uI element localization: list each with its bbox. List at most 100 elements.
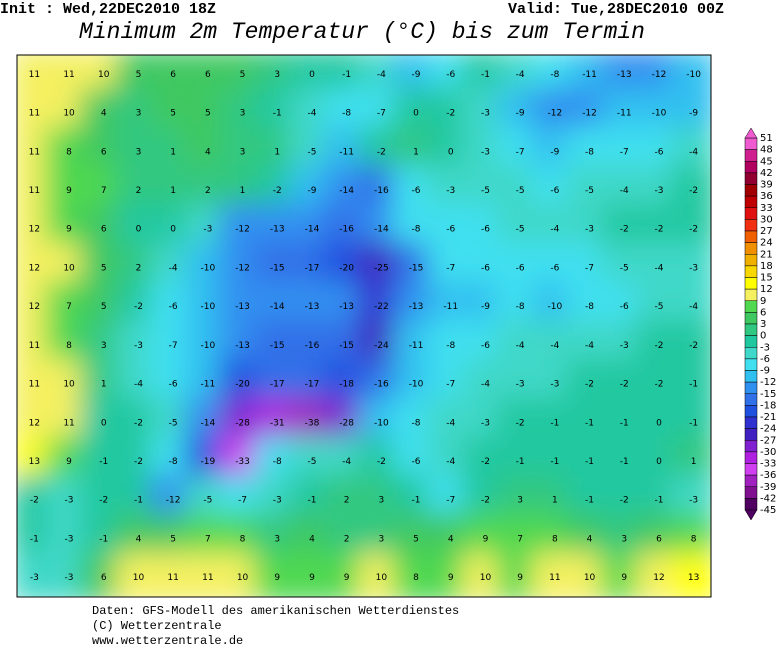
colorbar-box <box>744 254 758 267</box>
temp-value: -1 <box>654 496 663 506</box>
colorbar-box <box>744 161 758 174</box>
temp-value: -2 <box>134 418 143 428</box>
temp-value: 4 <box>309 534 315 544</box>
temp-value: 0 <box>136 225 142 235</box>
temp-value: 5 <box>413 534 419 544</box>
temp-value: 11 <box>29 109 40 119</box>
temp-value: -22 <box>374 302 389 312</box>
temp-value: 5 <box>205 109 211 119</box>
temp-value: -4 <box>342 457 351 467</box>
temp-value: -6 <box>412 457 421 467</box>
temp-value: -6 <box>481 341 490 351</box>
colorbar-label: -9 <box>760 366 770 377</box>
colorbar-label: -36 <box>760 470 776 481</box>
colorbar-box <box>744 486 758 499</box>
temp-value: -2 <box>654 225 663 235</box>
temp-value: -14 <box>305 225 320 235</box>
temp-value: -2 <box>30 496 39 506</box>
temp-value: -2 <box>516 418 525 428</box>
temp-value: 11 <box>29 147 40 157</box>
temp-value: -3 <box>481 418 490 428</box>
temp-value: -1 <box>30 534 39 544</box>
temp-value: -3 <box>620 341 629 351</box>
temp-value: -1 <box>516 457 525 467</box>
temp-value: 3 <box>621 534 627 544</box>
temp-value: -4 <box>446 418 455 428</box>
temp-value: -5 <box>516 186 525 196</box>
temp-value: -3 <box>65 573 74 583</box>
temp-value: 8 <box>413 573 419 583</box>
temp-value: -2 <box>446 109 455 119</box>
temp-value: 4 <box>205 147 211 157</box>
temp-value: -8 <box>446 341 455 351</box>
colorbar-box <box>744 428 758 441</box>
temp-value: -14 <box>200 418 215 428</box>
temp-value: -7 <box>446 380 455 390</box>
colorbar-box <box>744 149 758 162</box>
temp-value: 10 <box>584 573 596 583</box>
temp-value: -8 <box>169 457 178 467</box>
temp-value: 11 <box>202 573 213 583</box>
colorbar-box <box>744 288 758 301</box>
temp-value: -9 <box>516 109 525 119</box>
colorbar-label: 24 <box>760 238 773 249</box>
temp-value: -6 <box>169 302 178 312</box>
temp-value: -14 <box>270 302 285 312</box>
colorbar-label: 21 <box>760 249 773 260</box>
temp-value: 10 <box>376 573 388 583</box>
temp-value: -7 <box>238 496 247 506</box>
colorbar-box <box>744 195 758 208</box>
temp-value: 6 <box>656 534 662 544</box>
temp-value: 10 <box>63 263 75 273</box>
temp-value: 9 <box>517 573 523 583</box>
temp-value: 2 <box>344 496 350 506</box>
map-frame <box>16 54 712 598</box>
temp-value: 12 <box>653 573 664 583</box>
temp-value: -2 <box>689 186 698 196</box>
temp-value: -2 <box>620 496 629 506</box>
colorbar-box <box>744 184 758 197</box>
colorbar-label: -45 <box>760 505 776 516</box>
temp-value: -20 <box>339 263 354 273</box>
temp-value: 13 <box>29 457 40 467</box>
temp-value: -12 <box>235 263 250 273</box>
temp-value: -7 <box>169 341 178 351</box>
temp-value: 5 <box>170 534 176 544</box>
temp-value: 0 <box>656 418 662 428</box>
temp-value: 11 <box>29 186 40 196</box>
temp-value: 0 <box>413 109 419 119</box>
temp-value: -13 <box>617 70 632 80</box>
colorbar-label: 45 <box>760 156 773 167</box>
temperature-field <box>17 55 711 597</box>
footer-source: Daten: GFS-Modell des amerikanischen Wet… <box>92 604 459 618</box>
temp-value: -3 <box>65 534 74 544</box>
colorbar-label: -15 <box>760 389 776 400</box>
temp-value: -2 <box>273 186 282 196</box>
colorbar-label: 0 <box>760 331 766 342</box>
temp-value: 0 <box>448 147 454 157</box>
temp-value: 6 <box>101 225 107 235</box>
map-area: 11 11 10 5 6 6 5 3 0 -1 -4 -9 -6 -1 -4 -8 -1 1 -13 -12 -1 0 11… <box>17 55 711 597</box>
temp-value: 5 <box>136 70 142 80</box>
temp-value: 3 <box>378 534 384 544</box>
temp-value: 0 <box>170 225 176 235</box>
temp-value: -1 <box>550 418 559 428</box>
colorbar-box <box>744 440 758 453</box>
temp-value: -24 <box>374 341 389 351</box>
temp-value: -3 <box>516 380 525 390</box>
temp-value: -8 <box>273 457 282 467</box>
temp-value: 6 <box>101 573 107 583</box>
temp-value: 12 <box>29 263 40 273</box>
temp-value: -5 <box>654 302 663 312</box>
colorbar-box <box>744 347 758 360</box>
temp-value: 7 <box>66 302 72 312</box>
temp-value: -17 <box>305 263 320 273</box>
temp-value: 1 <box>691 457 697 467</box>
colorbar-box <box>744 323 758 336</box>
temp-value: -33 <box>235 457 250 467</box>
temp-value: -8 <box>550 70 559 80</box>
temp-value: -13 <box>409 302 424 312</box>
temp-value: -9 <box>550 147 559 157</box>
colorbar-box <box>744 358 758 371</box>
temp-value: -4 <box>516 70 525 80</box>
